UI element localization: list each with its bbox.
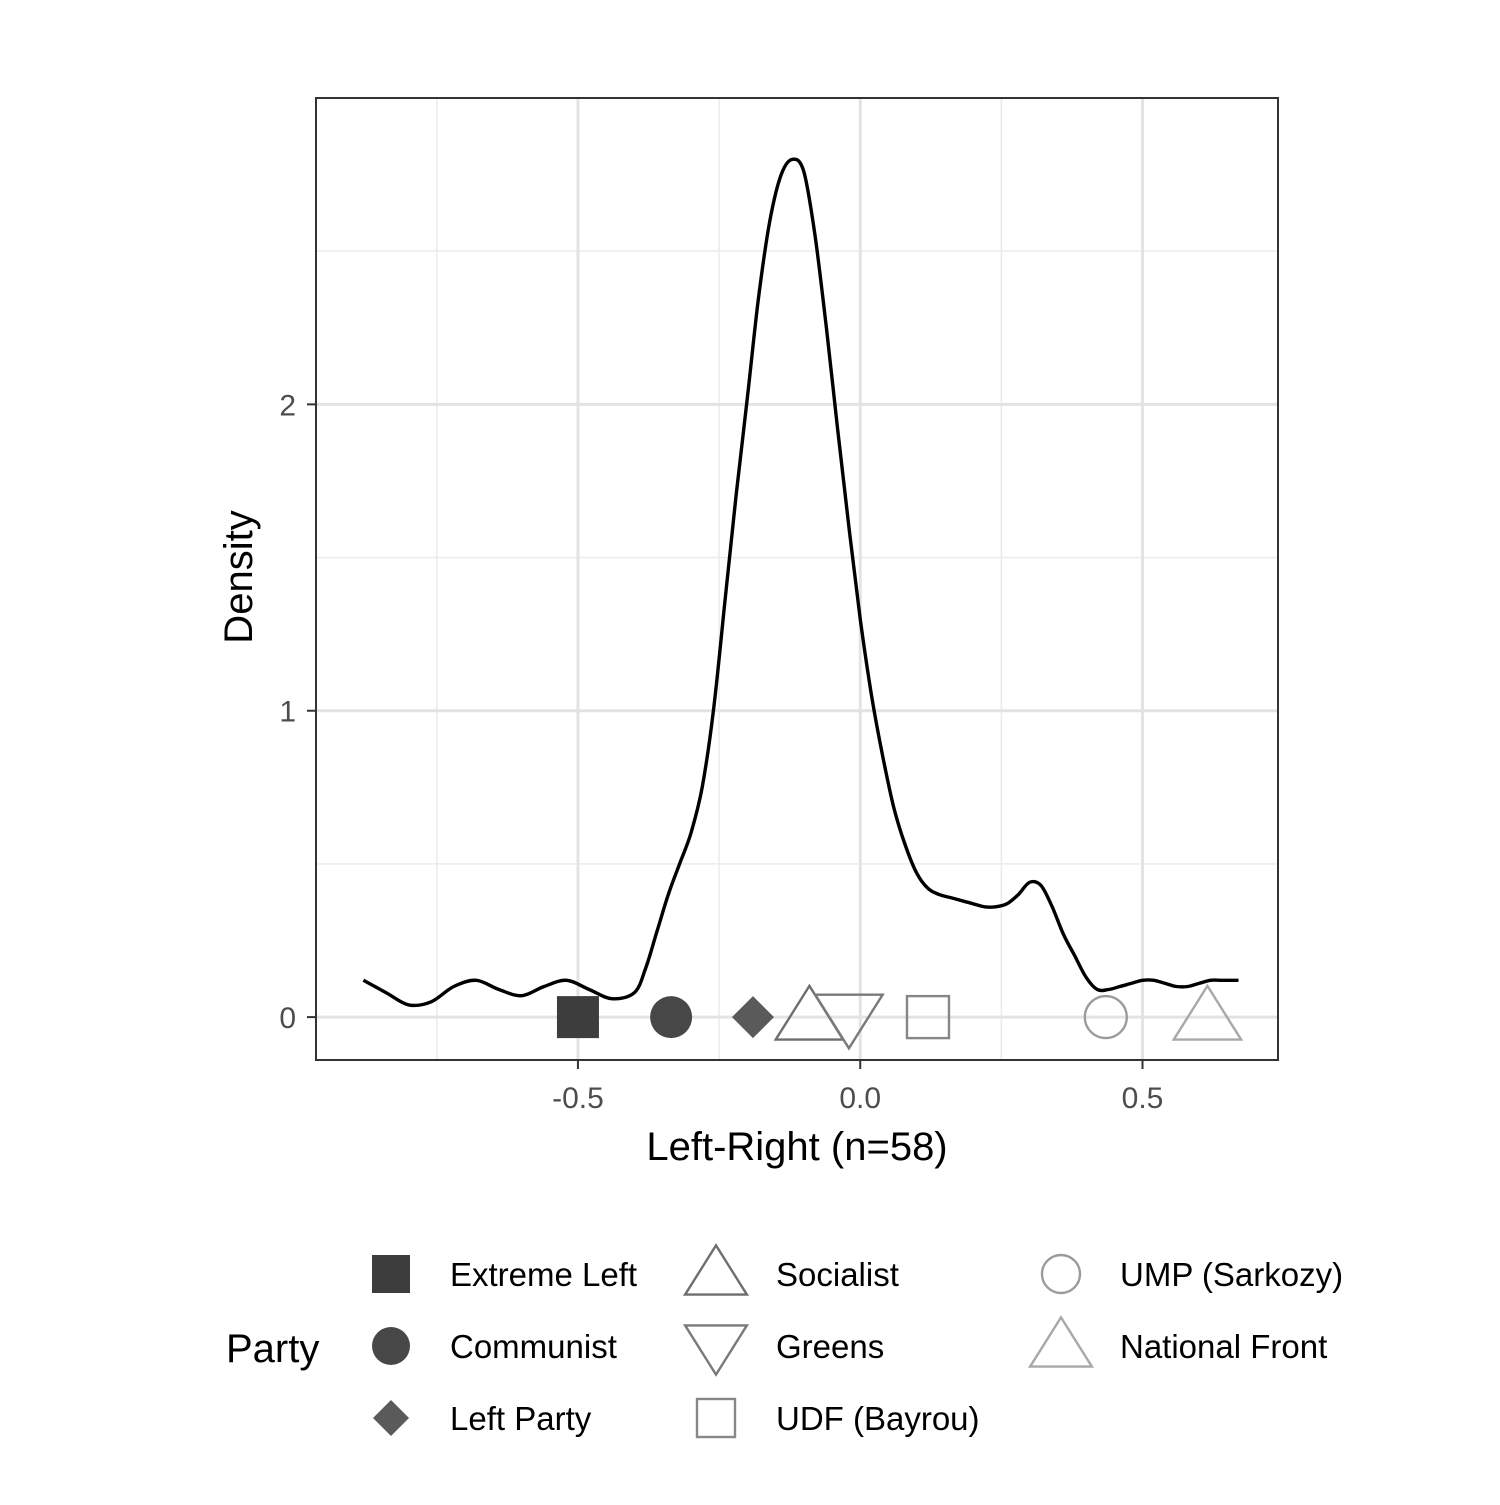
legend-label-greens: Greens [776,1328,884,1365]
legend-key-extreme-left [372,1255,410,1293]
legend-label-ump-sarkozy: UMP (Sarkozy) [1120,1256,1343,1293]
legend-item-extreme-left: Extreme Left [372,1255,637,1293]
legend-label-communist: Communist [450,1328,617,1365]
panel-border [315,97,1279,1061]
legend-key-socialist [682,1243,750,1296]
point-ump-sarkozy [1083,994,1129,1040]
legend-item-greens: Greens [682,1324,884,1377]
legend-key-left-party [373,1400,409,1436]
x-axis: -0.5 0.0 0.5 [552,1060,1163,1115]
legend-item-socialist: Socialist [682,1243,899,1296]
legend-label-national-front: National Front [1120,1328,1327,1365]
density-curve [362,157,1239,1008]
legend-label-extreme-left: Extreme Left [450,1256,637,1293]
x-axis-title: Left-Right (n=58) [646,1125,947,1169]
legend-key-ump-sarkozy [1040,1253,1082,1295]
point-left-party [731,996,774,1039]
legend-title: Party [226,1327,319,1371]
legend-item-national-front: National Front [1027,1315,1327,1368]
y-axis-title: Density [217,510,261,643]
density-layer [362,157,1239,1008]
x-tick-label: 0.5 [1122,1082,1164,1115]
legend-label-socialist: Socialist [776,1256,899,1293]
y-axis: 0 1 2 [279,389,316,1035]
legend-item-ump-sarkozy: UMP (Sarkozy) [1040,1253,1343,1295]
point-communist [650,996,693,1039]
major-grid [316,98,1278,1060]
y-tick-label: 0 [279,1002,296,1035]
legend-label-udf-bayrou: UDF (Bayrou) [776,1400,980,1437]
point-udf-bayrou [905,994,951,1040]
x-tick-label: -0.5 [552,1082,604,1115]
party-points [556,983,1244,1051]
legend-key-communist [372,1327,410,1365]
legend-key-udf-bayrou [695,1397,737,1439]
legend-item-communist: Communist [372,1327,617,1365]
point-national-front [1171,983,1244,1041]
x-tick-label: 0.0 [839,1082,881,1115]
y-tick-label: 1 [279,696,296,729]
legend: Party Extreme Left Communist Left Party Soc… [226,1243,1343,1439]
legend-item-left-party: Left Party [373,1400,592,1437]
legend-item-udf-bayrou: UDF (Bayrou) [695,1397,980,1439]
legend-key-national-front [1027,1315,1095,1368]
point-greens [813,993,885,1051]
y-tick-label: 2 [279,389,296,422]
legend-label-left-party: Left Party [450,1400,592,1437]
legend-key-greens [682,1324,750,1377]
point-extreme-left [556,996,599,1039]
minor-grid [316,98,1278,1060]
